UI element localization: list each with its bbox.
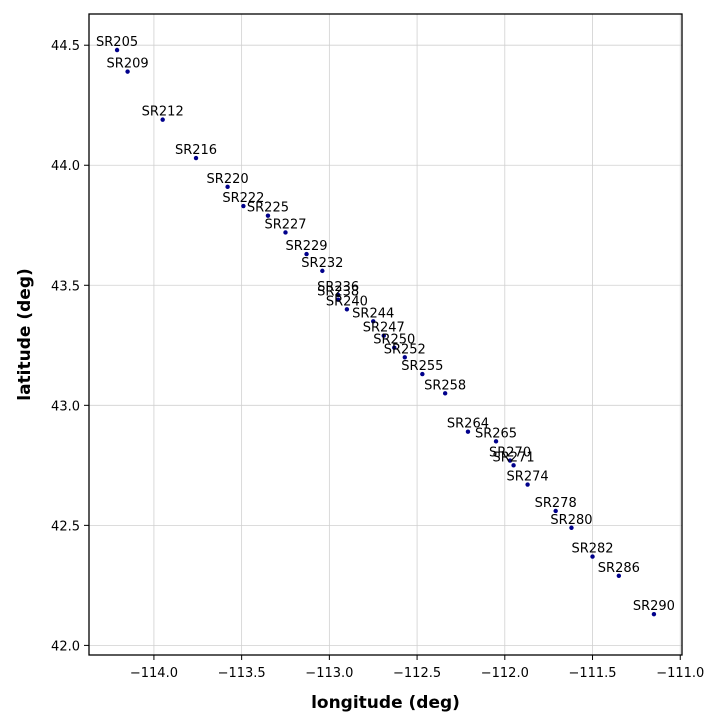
x-tick-label: −111.5 <box>568 666 616 681</box>
point-label: SR278 <box>535 496 577 511</box>
x-tick-label: −114.0 <box>130 666 178 681</box>
point-label: SR240 <box>326 294 368 309</box>
data-point <box>493 439 499 444</box>
point-label: SR227 <box>264 217 306 232</box>
y-axis-label: latitude (deg) <box>15 268 35 401</box>
plot-frame <box>88 13 683 656</box>
point-label: SR270 <box>489 446 531 461</box>
data-point <box>392 345 397 350</box>
point-label: SR247 <box>363 321 405 336</box>
data-point <box>511 463 516 468</box>
point-label: SR216 <box>175 143 217 158</box>
data-point <box>225 184 230 190</box>
point-label: SR274 <box>507 470 549 485</box>
y-tick-label: 43.0 <box>51 399 80 414</box>
y-tick-label: 44.0 <box>51 159 80 174</box>
point-label: SR232 <box>301 256 343 271</box>
data-point <box>402 355 407 360</box>
data-point <box>465 429 471 434</box>
data-point <box>283 230 288 235</box>
x-axis-ticks: −114.0 −113.5 −113.0 −112.5 −112.0 −111.5 −111… <box>130 655 704 681</box>
point-label: SR282 <box>571 542 613 557</box>
data-point <box>335 297 341 302</box>
point-label: SR286 <box>598 561 640 576</box>
data-point <box>241 203 246 209</box>
point-label: SR265 <box>475 426 517 441</box>
data-point <box>371 319 376 324</box>
data-point <box>507 458 513 463</box>
point-label: SR212 <box>142 105 184 120</box>
data-point <box>160 117 165 122</box>
point-label: SR271 <box>493 450 535 465</box>
x-tick-label: −112.0 <box>481 666 529 681</box>
x-tick-label: −113.0 <box>305 666 353 681</box>
point-label: SR229 <box>285 239 327 254</box>
x-tick-label: −112.5 <box>393 666 441 681</box>
data-point <box>525 482 530 487</box>
data-point <box>590 554 595 559</box>
point-label: SR290 <box>633 599 675 614</box>
data-point <box>320 268 325 274</box>
data-point <box>193 155 199 161</box>
data-point <box>335 292 341 298</box>
y-tick-label: 43.5 <box>51 279 80 294</box>
data-point <box>569 525 574 530</box>
point-label: SR220 <box>207 172 249 187</box>
point-label: SR244 <box>352 306 394 321</box>
data-point <box>344 307 350 312</box>
data-point <box>125 69 130 74</box>
data-point <box>553 508 558 514</box>
data-point <box>616 573 622 578</box>
data-point <box>114 47 120 53</box>
point-label: SR238 <box>317 285 359 300</box>
x-axis-label: longitude (deg) <box>311 693 460 713</box>
x-tick-label: −113.5 <box>218 666 266 681</box>
point-label: SR236 <box>317 280 359 295</box>
y-tick-label: 42.0 <box>51 639 80 654</box>
y-axis-ticks: 42.0 42.5 43.0 43.5 44.0 44.5 <box>51 39 89 654</box>
data-point <box>304 251 309 257</box>
point-label: SR222 <box>222 191 264 206</box>
x-tick-label: −111.0 <box>656 666 704 681</box>
data-point <box>442 391 448 396</box>
point-label: SR205 <box>96 35 138 50</box>
y-tick-label: 42.5 <box>51 519 80 534</box>
point-label: SR280 <box>550 513 592 528</box>
point-label: SR258 <box>424 378 466 393</box>
data-points <box>114 47 657 617</box>
grid-lines <box>89 14 682 655</box>
point-label: SR255 <box>401 359 443 374</box>
point-label: SR209 <box>107 57 149 72</box>
data-point <box>420 371 425 377</box>
point-label: SR264 <box>447 417 489 432</box>
point-labels: SR205 SR209 SR212 SR216 SR220 SR222SR225SR227… <box>96 35 675 614</box>
point-label: SR250 <box>373 333 415 348</box>
y-tick-label: 44.5 <box>51 39 80 54</box>
data-point <box>651 611 657 617</box>
data-point <box>265 213 271 218</box>
point-label: SR252 <box>384 342 426 357</box>
data-point <box>381 333 386 338</box>
point-label: SR225 <box>247 201 289 216</box>
